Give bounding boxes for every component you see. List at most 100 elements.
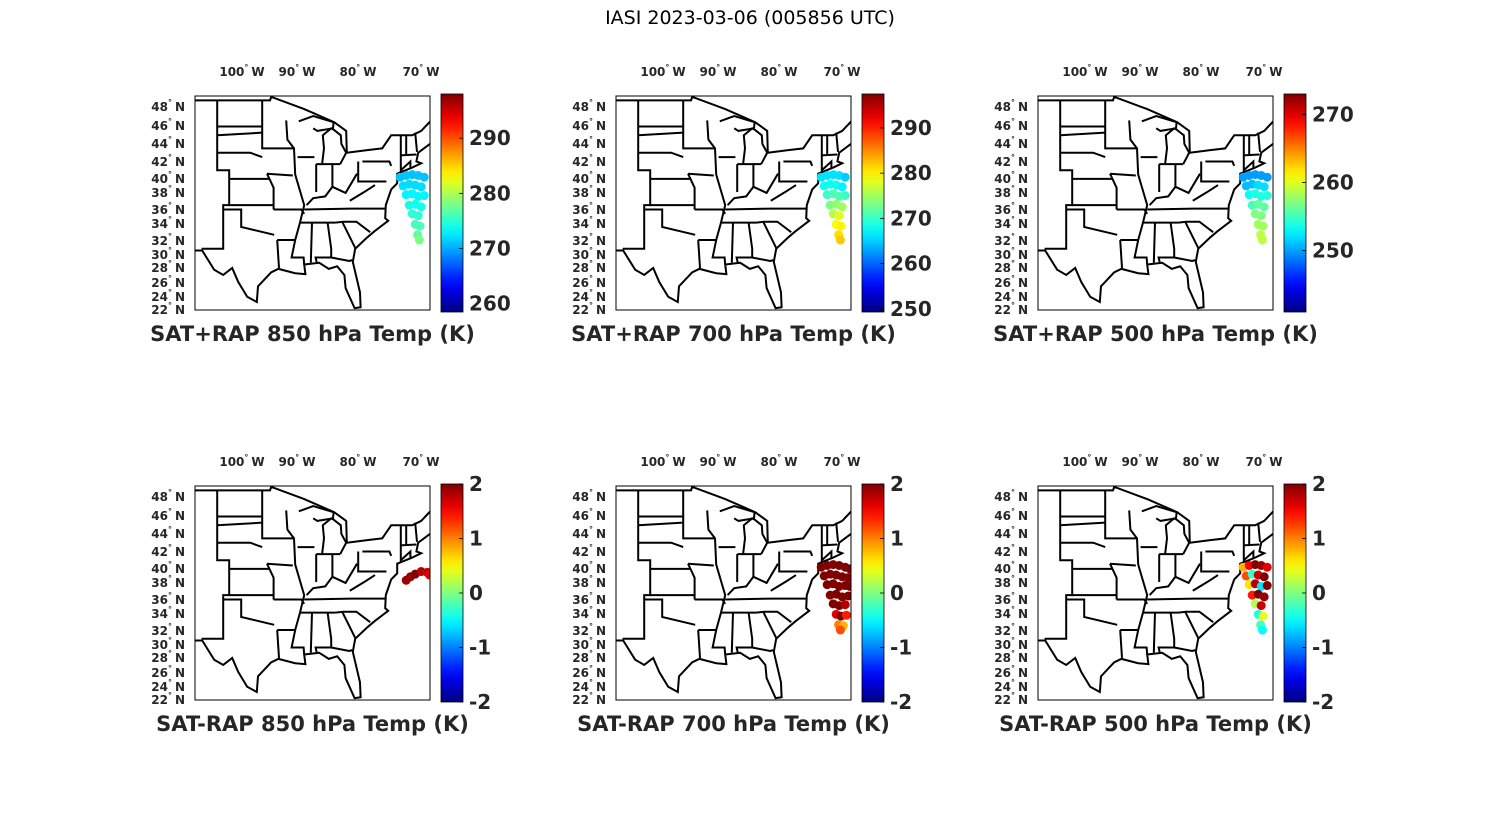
lon-tick-label: 80° W [340,453,377,469]
coastline [1038,96,1273,310]
state-boundary [217,131,263,137]
data-point [834,211,844,221]
basemap [1038,486,1273,700]
state-boundary [1109,563,1118,600]
state-boundary [223,208,275,236]
lat-tick-label: 44° N [994,135,1028,151]
lat-tick-label: 48° N [994,488,1028,504]
lon-tick-label: 100° W [1062,63,1107,79]
lat-tick-label: 28° N [572,259,606,275]
lon-tick-label: 80° W [761,453,798,469]
state-boundary [298,505,335,522]
lat-tick-label: 40° N [572,170,606,186]
lat-tick-label: 42° N [572,153,606,169]
data-point [1258,611,1268,621]
map-panel-1: 100° W 90° W 80° W 70° W 48° N 46° N 44° N 42° N40° N38°… [150,63,511,346]
lon-tick-label: 90° W [279,453,316,469]
basemap [1038,96,1273,310]
lon-tick-label: 80° W [1183,453,1220,469]
state-boundary [1109,562,1136,567]
state-boundary [742,517,769,555]
state-boundary [266,173,275,210]
state-boundary [414,522,418,542]
lat-tick-label: 44° N [151,135,185,151]
basemap [195,486,430,700]
lat-tick-label: 32° N [994,622,1028,638]
colorbar-tick-label: 290 [890,116,932,140]
lon-tick-label: 70° W [1246,63,1283,79]
state-boundary [762,222,778,249]
state-boundary [1242,525,1255,563]
panel-title: SAT+RAP 500 hPa Temp (K) [993,322,1318,346]
data-point [1259,572,1269,582]
lon-tick-label: 70° W [824,453,861,469]
lat-tick-label: 40° N [994,170,1028,186]
state-boundary [341,222,357,249]
data-point [419,172,429,182]
state-boundary [687,172,714,177]
state-boundary [644,598,696,626]
lon-tick-label: 100° W [640,453,685,469]
lon-tick-label: 80° W [340,63,377,79]
colorbar-tick-label: -1 [469,636,491,660]
state-boundary [273,208,306,215]
lat-tick-label: 30° N [572,636,606,652]
lon-tick-label: 100° W [219,453,264,469]
state-boundary [1066,598,1118,626]
lat-tick-label: 42° N [572,543,606,559]
state-boundary [638,521,684,527]
data-point [1262,562,1272,572]
lat-tick-label: 32° N [572,232,606,248]
lat-tick-label: 34° N [994,605,1028,621]
state-boundary [694,208,727,215]
coastline [1038,486,1273,700]
state-boundary [1148,173,1201,206]
state-boundary [349,574,376,592]
data-point [1256,211,1266,221]
panel-title: SAT+RAP 850 hPa Temp (K) [150,322,475,346]
state-boundary [1184,222,1200,249]
state-boundary [304,597,386,601]
map-frame [615,485,852,701]
state-boundary [756,220,792,233]
lat-tick-label: 34° N [572,605,606,621]
state-boundary [1147,597,1229,601]
lat-tick-label: 46° N [572,117,606,133]
data-point [416,182,426,192]
data-point [837,202,847,212]
colorbar-tick-label: -2 [1312,690,1334,714]
lat-tick-label: 28° N [994,259,1028,275]
lat-tick-label: 22° N [994,301,1028,317]
state-boundary [835,132,839,152]
map-background [195,96,430,310]
colorbar-tick-label: 0 [890,581,904,605]
lat-tick-label: 28° N [151,259,185,275]
state-boundary [1152,222,1156,263]
state-boundary [742,127,769,165]
state-boundary [1104,490,1137,540]
state-boundary [1257,522,1261,542]
state-boundary [694,598,727,605]
state-boundary [335,220,371,233]
state-boundary [276,629,280,659]
state-boundary [321,127,348,165]
state-boundary [266,562,293,567]
state-boundary [362,550,393,557]
colorbar-tick-label: 250 [1312,239,1354,263]
state-boundary [778,551,808,573]
lon-tick-label: 80° W [1183,63,1220,79]
state-boundary [217,151,263,159]
colorbar [440,93,464,313]
colorbar-tick-label: 1 [469,527,483,551]
state-boundary [266,172,293,177]
state-boundary [1192,184,1219,202]
state-boundary [1060,151,1106,159]
lat-tick-label: 26° N [572,664,606,680]
lat-tick-label: 24° N [994,678,1028,694]
lat-tick-label: 36° N [151,201,185,217]
lat-tick-label: 28° N [572,649,606,665]
lat-tick-label: 24° N [572,288,606,304]
lat-tick-label: 34° N [572,215,606,231]
lat-tick-label: 26° N [994,274,1028,290]
state-boundary [357,551,387,573]
